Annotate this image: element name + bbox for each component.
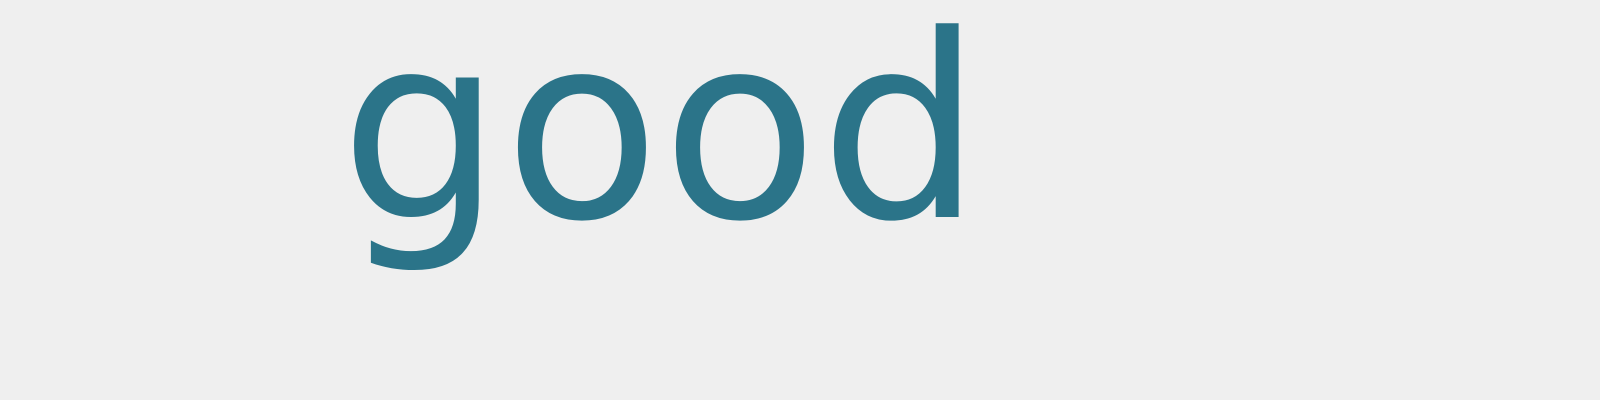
display-word: good xyxy=(340,0,984,278)
